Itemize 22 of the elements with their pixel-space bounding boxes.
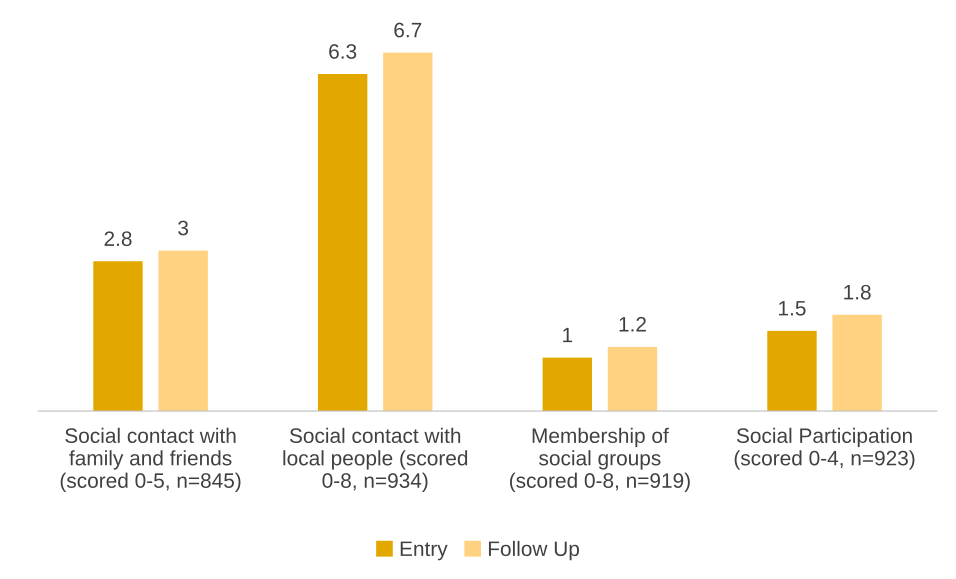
data-label: 6.7 (394, 22, 422, 38)
bar (767, 330, 817, 412)
bar (542, 358, 592, 412)
legend-label: Entry (400, 542, 448, 560)
data-label: 2.8 (104, 231, 132, 246)
legend-label: Follow Up (488, 540, 579, 560)
data-label: 1.5 (779, 301, 806, 316)
x-tick-label: Social contact with family and friends (scored 0-5, n=845) (60, 428, 240, 492)
bar (832, 314, 882, 412)
bar (158, 250, 208, 412)
x-tick-label: Membership of social groups (scored 0-8, n=919) (510, 428, 690, 492)
data-label: 1 (563, 328, 572, 342)
x-tick-label: Social contact with local people (scored 0-8, n=934) (283, 428, 468, 492)
data-label: 6.3 (329, 44, 356, 59)
data-label: 3 (178, 220, 188, 236)
data-label: 1.2 (620, 316, 646, 332)
data-label: 1.8 (844, 284, 871, 300)
bar (608, 346, 658, 412)
x-tick-label: Social Participation (scored 0-4, n=923) (734, 428, 914, 470)
bar (318, 74, 368, 412)
bar (93, 261, 143, 412)
bar (383, 52, 433, 412)
